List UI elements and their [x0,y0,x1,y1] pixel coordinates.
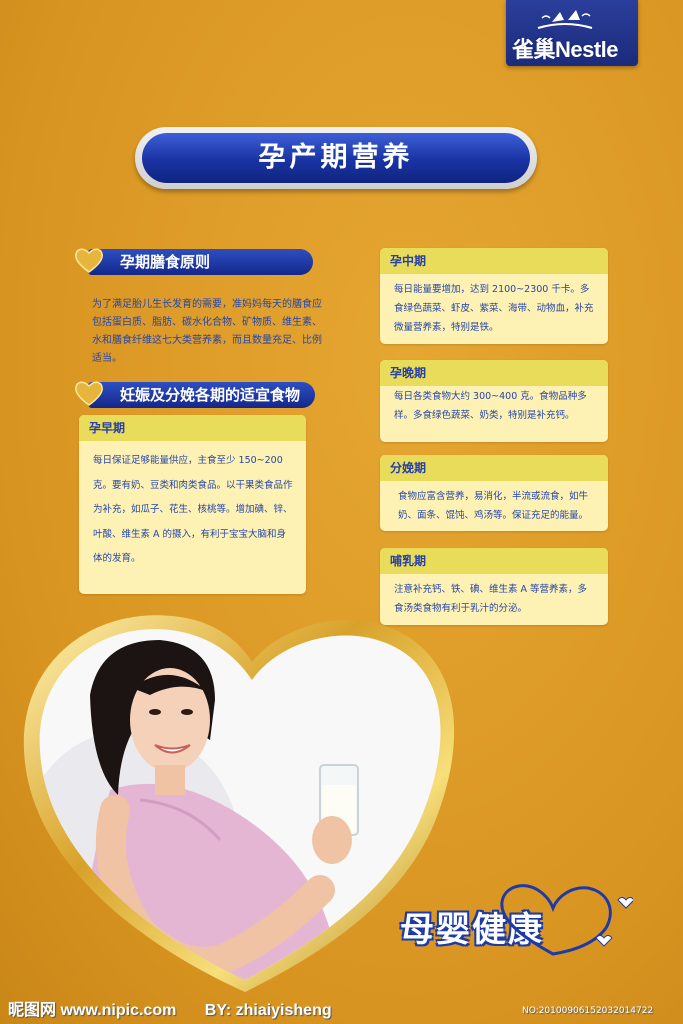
nestle-logo-text: 雀巢Nestle [511,37,619,62]
card-text: 每日保证足够能量供应，主食至少 150~200克。要有奶、豆类和肉类食品。以干果… [93,455,293,564]
heart-outline-icon [500,884,633,956]
watermark-author: BY: zhiaiyisheng [204,1002,332,1019]
card-title: 哺乳期 [380,548,608,574]
card-text: 每日各类食物大约 300~400 克。食物品种多样。多食绿色蔬菜、奶类，特别是补… [394,391,587,421]
card-title: 分娩期 [380,455,608,481]
principles-heading: 孕期膳食原则 [88,249,313,275]
page-title: 孕产期营养 [142,133,530,183]
card-text: 食物应富含营养，易消化，半流或流食，如牛奶、面条、馄饨、鸡汤等。保证充足的能量。 [398,491,589,521]
card-title: 孕晚期 [380,360,608,386]
heart-icon [75,248,103,273]
card-mid-pregnancy: 孕中期 每日能量要增加，达到 2100~2300 千卡。多食绿色蔬菜、虾皮、紫菜… [380,248,608,344]
card-early-pregnancy: 孕早期 每日保证足够能量供应，主食至少 150~200克。要有奶、豆类和肉类食品… [79,415,306,594]
stages-heading: 妊娠及分娩各期的适宜食物 [88,382,315,408]
card-text: 每日能量要增加，达到 2100~2300 千卡。多食绿色蔬菜、虾皮、紫菜、海带、… [394,284,594,333]
nestle-logo-tab [506,0,638,66]
nest-birds-icon [537,10,593,29]
watermark-site: 昵图网 www.nipic.com BY: zhiaiyisheng [8,996,388,1020]
card-title: 孕中期 [380,248,608,274]
card-text: 注意补充钙、铁、碘、维生素 A 等营养素，多食汤类食物有利于乳汁的分泌。 [394,584,588,614]
card-lactation: 哺乳期 注意补充钙、铁、碘、维生素 A 等营养素，多食汤类食物有利于乳汁的分泌。 [380,548,608,625]
card-delivery: 分娩期 食物应富含营养，易消化，半流或流食，如牛奶、面条、馄饨、鸡汤等。保证充足… [380,455,608,531]
watermark-image-number: NO:20100906152032014722 [522,1006,654,1016]
principles-text: 为了满足胎儿生长发育的需要，准妈妈每天的膳食应包括蛋白质、脂肪、碳水化合物、矿物… [92,299,322,364]
heart-photo-frame [23,615,455,992]
watermark-site-text: 昵图网 www.nipic.com [8,1002,177,1019]
card-late-pregnancy: 孕晚期 每日各类食物大约 300~400 克。食物品种多样。多食绿色蔬菜、奶类，… [380,360,608,442]
card-title: 孕早期 [79,415,306,441]
heart-icon [75,381,103,406]
